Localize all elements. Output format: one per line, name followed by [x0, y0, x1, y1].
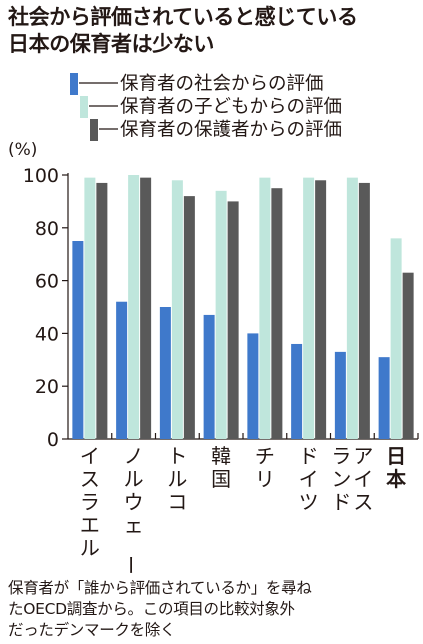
category-label-7-col-2: ランド — [331, 444, 351, 514]
y-tick-label-60: 60 — [35, 271, 59, 293]
bar-6-series-2 — [303, 177, 315, 439]
y-tick-label-100: 100 — [23, 165, 59, 187]
bar-2-series-2 — [128, 175, 140, 439]
legend-swatch-2 — [80, 96, 88, 118]
bar-8-series-3 — [402, 272, 414, 439]
axes: (%) 0 20 40 60 80 100 — [8, 140, 419, 451]
category-label-8: 日本 — [386, 444, 406, 491]
bar-8-series-1 — [378, 357, 390, 439]
y-tick-label-0: 0 — [47, 429, 59, 451]
y-tick-label-20: 20 — [35, 376, 59, 398]
bar-2-series-3 — [140, 177, 152, 439]
bar-7-series-2 — [346, 177, 358, 439]
legend-swatch-1 — [70, 73, 78, 95]
bar-6-series-3 — [315, 180, 327, 439]
bar-7-series-3 — [358, 182, 370, 440]
legend-swatch-3 — [90, 119, 98, 141]
bar-4-series-2 — [215, 190, 227, 439]
bar-2-series-1 — [116, 301, 128, 439]
chart-title-line-1: 社会から評価されていると感じている — [8, 5, 358, 29]
bar-5-series-2 — [259, 177, 271, 439]
category-label-3: トルコ — [167, 444, 187, 514]
footnote-line-1: 保育者が「誰から評価されているか」を尋ね — [8, 579, 312, 597]
bar-7-series-1 — [334, 351, 346, 439]
footnote-line-2: たOECD調査から。この項目の比較対象外 — [8, 600, 295, 618]
y-tick-label-40: 40 — [35, 323, 59, 345]
bar-1-series-3 — [96, 182, 108, 440]
footnote-line-3: だったデンマークを除く — [8, 621, 176, 639]
bars — [72, 175, 414, 440]
category-label-6: ドイツ — [299, 444, 319, 514]
legend-label-1: 保育者の社会からの評価 — [120, 74, 324, 95]
bar-4-series-3 — [227, 201, 239, 439]
bar-3-series-1 — [159, 307, 171, 439]
bar-1-series-1 — [72, 241, 84, 439]
category-label-2: ノルウェー — [119, 444, 144, 575]
legend-label-2: 保育者の子どもからの評価 — [120, 97, 342, 118]
legend-label-3: 保育者の保護者からの評価 — [120, 120, 342, 141]
bar-3-series-2 — [171, 180, 183, 439]
bar-4-series-1 — [203, 314, 215, 439]
bar-8-series-2 — [390, 238, 402, 439]
bar-5-series-3 — [271, 188, 283, 439]
y-tick-label-80: 80 — [35, 218, 59, 240]
chart-title-line-2: 日本の保育者は少ない — [8, 32, 214, 56]
bar-5-series-1 — [247, 333, 259, 439]
category-label-5: チリ — [255, 444, 275, 491]
bar-1-series-2 — [84, 177, 96, 439]
bar-6-series-1 — [291, 343, 303, 439]
category-label-4: 韓国 — [211, 444, 231, 491]
category-label-7-col-1: アイス — [353, 444, 373, 514]
bar-3-series-3 — [183, 196, 195, 439]
category-label-1: イスラエル — [80, 444, 100, 560]
unit-label: (%) — [8, 140, 37, 160]
